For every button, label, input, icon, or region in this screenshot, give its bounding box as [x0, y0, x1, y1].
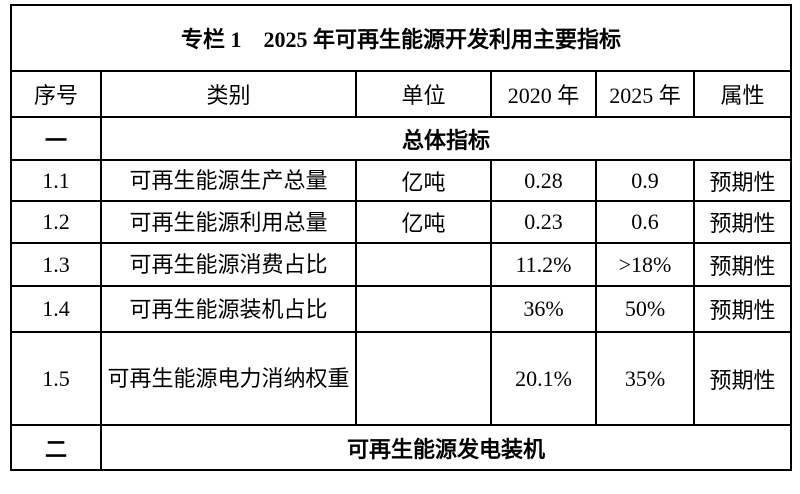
row-number-cell: 1.4 [10, 285, 102, 333]
section-row-power-capacity: 二 可再生能源发电装机 [10, 424, 793, 471]
data-row-1-2: 1.2 可再生能源利用总量 亿吨 0.23 0.6 预期性 [10, 200, 793, 244]
title-row: 专栏 1 2025 年可再生能源开发利用主要指标 [9, 4, 793, 72]
category-cell: 可再生能源消费占比 [100, 242, 357, 287]
attribute-cell: 预期性 [692, 242, 793, 287]
attribute-cell: 预期性 [692, 331, 793, 426]
row-number-cell: 1.5 [10, 331, 102, 426]
value-2020-cell: 36% [490, 285, 597, 333]
category-cell: 可再生能源电力消纳权重 [100, 331, 357, 426]
header-category: 类别 [100, 70, 357, 118]
section-number: 一 [10, 116, 102, 161]
row-number-cell: 1.2 [10, 200, 102, 244]
header-attribute: 属性 [692, 70, 793, 118]
row-number-cell: 1.3 [10, 242, 102, 287]
value-2025-cell: 50% [595, 285, 695, 333]
table-title: 专栏 1 2025 年可再生能源开发利用主要指标 [9, 4, 793, 72]
header-unit: 单位 [355, 70, 492, 118]
value-2020-cell: 11.2% [490, 242, 597, 287]
section-label: 总体指标 [99, 116, 793, 161]
header-no: 序号 [10, 70, 102, 118]
value-2020-cell: 20.1% [490, 331, 597, 426]
category-cell: 可再生能源利用总量 [100, 200, 357, 244]
unit-cell: 亿吨 [355, 159, 492, 202]
indicators-table: 专栏 1 2025 年可再生能源开发利用主要指标 序号 类别 单位 2020 年… [9, 4, 793, 471]
data-row-1-3: 1.3 可再生能源消费占比 11.2% >18% 预期性 [10, 242, 793, 287]
value-2020-cell: 0.23 [490, 200, 597, 244]
attribute-cell: 预期性 [692, 159, 793, 202]
data-row-1-1: 1.1 可再生能源生产总量 亿吨 0.28 0.9 预期性 [10, 159, 793, 202]
attribute-cell: 预期性 [692, 200, 793, 244]
attribute-cell: 预期性 [692, 285, 793, 333]
unit-cell: 亿吨 [355, 200, 492, 244]
row-number-cell: 1.1 [10, 159, 102, 202]
category-cell: 可再生能源生产总量 [100, 159, 357, 202]
header-row: 序号 类别 单位 2020 年 2025 年 属性 [10, 70, 793, 118]
data-row-1-4: 1.4 可再生能源装机占比 36% 50% 预期性 [10, 285, 793, 333]
value-2025-cell: 0.9 [595, 159, 695, 202]
header-2025: 2025 年 [595, 70, 695, 118]
section-label: 可再生能源发电装机 [99, 424, 793, 471]
value-2020-cell: 0.28 [490, 159, 597, 202]
category-cell: 可再生能源装机占比 [100, 285, 357, 333]
section-number: 二 [10, 424, 102, 471]
data-row-1-5: 1.5 可再生能源电力消纳权重 20.1% 35% 预期性 [10, 331, 793, 426]
value-2025-cell: 35% [595, 331, 695, 426]
value-2025-cell: >18% [595, 242, 695, 287]
section-row-overall: 一 总体指标 [10, 116, 793, 161]
unit-cell [355, 242, 492, 287]
unit-cell [355, 331, 492, 426]
header-2020: 2020 年 [490, 70, 597, 118]
unit-cell [355, 285, 492, 333]
value-2025-cell: 0.6 [595, 200, 695, 244]
